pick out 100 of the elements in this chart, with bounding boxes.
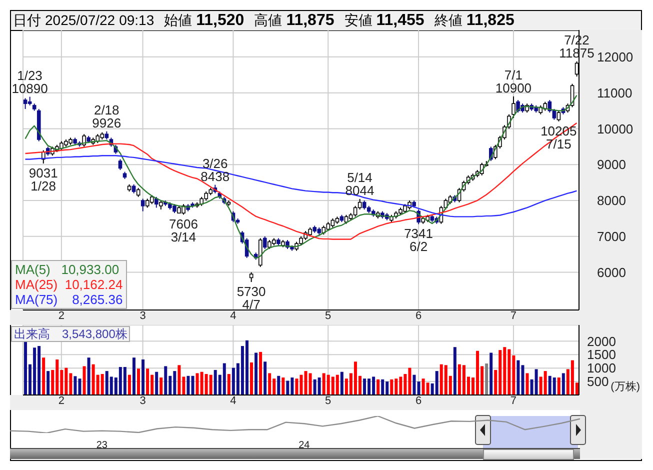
bar (46, 371, 50, 395)
candlestick (353, 205, 358, 218)
text: MA(25) 10,162.24 (15, 277, 123, 292)
candlestick (82, 134, 86, 148)
bar (544, 371, 547, 395)
y-tick-label: 1000 (587, 360, 616, 376)
y-tick-label: 8000 (597, 193, 626, 208)
candlestick (118, 158, 122, 170)
annotation: 9031 1/28 (28, 166, 58, 194)
bar (286, 380, 290, 395)
bar (412, 374, 416, 395)
x-tick-label: 4 (230, 310, 236, 322)
bar (318, 378, 321, 395)
y-axis-title: (万株) (610, 380, 640, 394)
x-tick-label: 7 (510, 310, 517, 322)
annotation: 7/1 10900 (495, 67, 532, 96)
x-tick-label: 4 (230, 394, 236, 407)
bar (227, 374, 230, 395)
text: MA(75) 8,265.36 (15, 292, 123, 307)
bar (516, 360, 520, 395)
bar (295, 378, 298, 395)
annotation: 7341 6/2 (404, 226, 433, 254)
y-tick-label: 500 (587, 374, 609, 390)
bar (526, 373, 529, 395)
chart-title: 日付 2025/07/22 09:13 始値 11,520 高値 11,875 安値 11,455 終値 11,825 (13, 12, 514, 29)
bar (186, 376, 190, 395)
annotation: 3/26 8438 (200, 156, 230, 184)
bar (453, 347, 456, 395)
bar (254, 352, 258, 395)
bar (250, 362, 254, 395)
annotation: 2/18 9926 (92, 102, 122, 130)
annotation: 7606 3/14 (169, 216, 198, 245)
x-tick-label: 7 (510, 394, 517, 407)
y-tick-label: 9000 (597, 157, 626, 172)
candlestick (140, 198, 145, 212)
candlestick (154, 196, 158, 208)
x-tick-label: 2 (58, 310, 64, 322)
bar (155, 372, 158, 395)
bar (435, 371, 438, 395)
bar (562, 373, 565, 395)
bar (490, 352, 493, 395)
bar (142, 359, 145, 395)
bar (308, 373, 312, 395)
bar (336, 374, 339, 395)
bar (381, 379, 384, 395)
x-tick-label: 24 (298, 440, 310, 452)
bar (100, 374, 104, 395)
candlestick (23, 98, 28, 110)
bar (363, 378, 366, 395)
y-tick-label: 11000 (597, 85, 632, 100)
x-tick-label: 5 (325, 310, 332, 322)
bar (128, 374, 131, 395)
text: MA(5) 10,933.00 (15, 262, 120, 277)
x-tick-label: 3 (140, 310, 146, 322)
y-tick-label: 10000 (597, 121, 634, 136)
bar (485, 364, 488, 395)
y-tick-label: 2000 (587, 334, 616, 349)
candlestick (262, 236, 267, 250)
bar (376, 379, 380, 395)
bar (264, 362, 267, 395)
bar (282, 378, 285, 395)
bar (534, 369, 538, 395)
x-tick-label: 5 (325, 394, 332, 407)
line-series (24, 94, 578, 259)
x-tick-label: 6 (415, 394, 422, 407)
candlestick (556, 110, 561, 122)
x-tick-label: 6 (415, 310, 422, 322)
bar (426, 382, 430, 395)
candlestick (512, 96, 516, 118)
bar (82, 366, 86, 395)
y-tick-label: 7000 (597, 229, 626, 244)
bar (146, 368, 150, 395)
annotation: 1/23 10890 (12, 68, 48, 96)
y-tick-label: 12000 (597, 50, 634, 65)
candlestick (249, 272, 254, 282)
x-tick-label: 23 (96, 440, 108, 452)
annotation: 5730 4/7 (236, 284, 266, 312)
x-tick-label: 3 (140, 394, 146, 407)
bar (123, 367, 126, 395)
bar (552, 378, 556, 395)
bar (74, 376, 77, 395)
bar (417, 382, 420, 395)
bar (42, 358, 46, 395)
bar (178, 365, 181, 395)
bar (209, 374, 212, 395)
chart-title: 出来高 3,543,800株 (11, 326, 130, 342)
bar (245, 340, 248, 395)
y-tick-label: 6000 (597, 264, 626, 280)
bar (340, 372, 344, 395)
bar (268, 373, 272, 395)
bar (164, 366, 168, 395)
bar (259, 352, 262, 395)
bar (557, 378, 560, 395)
annotation: 5/14 8044 (345, 170, 374, 198)
bar (132, 358, 136, 395)
x-tick-label: 2 (58, 394, 64, 407)
bar (160, 378, 163, 395)
bar (137, 368, 140, 395)
bar (222, 363, 226, 395)
bar (277, 376, 280, 395)
